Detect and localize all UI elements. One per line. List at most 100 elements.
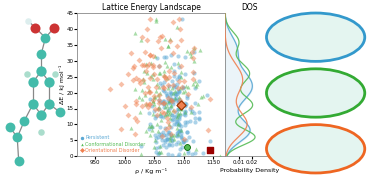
Point (299, 155, 305, 158)
Point (151, 110, 157, 113)
Point (144, 39, 150, 42)
Point (122, 105, 129, 108)
Point (163, 126, 169, 129)
Point (323, 17, 329, 20)
Point (307, 137, 313, 140)
Point (178, 132, 184, 135)
Point (294, 129, 300, 132)
Point (328, 42, 334, 45)
Point (167, 38, 173, 41)
Title: Lattice Energy Landscape: Lattice Energy Landscape (102, 3, 201, 12)
Point (178, 104, 184, 107)
Point (311, 129, 318, 132)
Title: DOS: DOS (241, 3, 258, 12)
Point (160, 86, 166, 89)
Point (170, 100, 176, 103)
Point (152, 95, 158, 98)
Point (176, 91, 182, 94)
Point (172, 92, 178, 94)
Point (146, 62, 152, 65)
Point (177, 99, 183, 102)
Point (316, 160, 322, 163)
Point (144, 28, 150, 31)
Point (184, 97, 190, 100)
Point (187, 52, 193, 54)
Point (198, 95, 204, 98)
Point (159, 83, 165, 86)
Point (322, 73, 328, 76)
Point (173, 123, 179, 126)
Point (332, 54, 338, 57)
Point (173, 99, 179, 102)
Point (143, 63, 149, 66)
Point (310, 26, 316, 29)
Point (299, 141, 305, 144)
Point (160, 89, 166, 92)
Point (159, 135, 165, 138)
Point (132, 87, 138, 90)
Point (192, 102, 198, 105)
Point (149, 105, 155, 108)
Point (309, 134, 315, 137)
Point (38, 113, 44, 116)
Point (322, 164, 328, 167)
Point (167, 117, 173, 120)
Point (176, 104, 182, 107)
Point (174, 120, 180, 123)
Point (175, 111, 181, 114)
Point (139, 78, 146, 81)
Point (323, 40, 329, 43)
Point (139, 97, 145, 100)
Point (143, 103, 149, 106)
Point (163, 92, 169, 95)
Point (172, 97, 178, 100)
Point (178, 137, 184, 140)
Point (189, 110, 195, 113)
Point (195, 102, 201, 105)
Point (146, 111, 152, 114)
Point (175, 101, 181, 104)
Point (299, 154, 305, 157)
Point (296, 99, 302, 102)
Point (328, 19, 334, 22)
Point (171, 70, 177, 73)
Point (163, 102, 169, 105)
Point (297, 40, 304, 43)
Point (326, 153, 332, 156)
Point (181, 151, 187, 154)
Point (169, 118, 175, 121)
Point (308, 155, 314, 158)
Point (176, 123, 182, 126)
Point (151, 145, 157, 148)
Point (38, 53, 44, 56)
Point (167, 98, 173, 101)
Point (184, 131, 191, 134)
Point (178, 71, 184, 74)
Point (318, 110, 324, 113)
Point (172, 93, 178, 96)
Point (138, 39, 144, 42)
Point (171, 133, 177, 136)
Point (118, 82, 124, 85)
Point (184, 130, 190, 133)
Point (163, 128, 169, 131)
Point (160, 100, 166, 102)
Point (194, 82, 200, 85)
Point (166, 143, 172, 146)
Point (175, 62, 181, 65)
Point (22, 119, 28, 122)
Point (323, 23, 329, 26)
Point (169, 132, 175, 135)
Point (310, 54, 316, 57)
Point (174, 126, 180, 129)
Point (152, 108, 158, 111)
Point (138, 145, 144, 148)
Point (159, 139, 165, 142)
Point (156, 107, 163, 110)
Point (160, 130, 166, 133)
Point (207, 148, 213, 151)
Point (125, 73, 131, 76)
Point (183, 85, 189, 88)
Point (304, 154, 310, 157)
Point (163, 56, 169, 59)
